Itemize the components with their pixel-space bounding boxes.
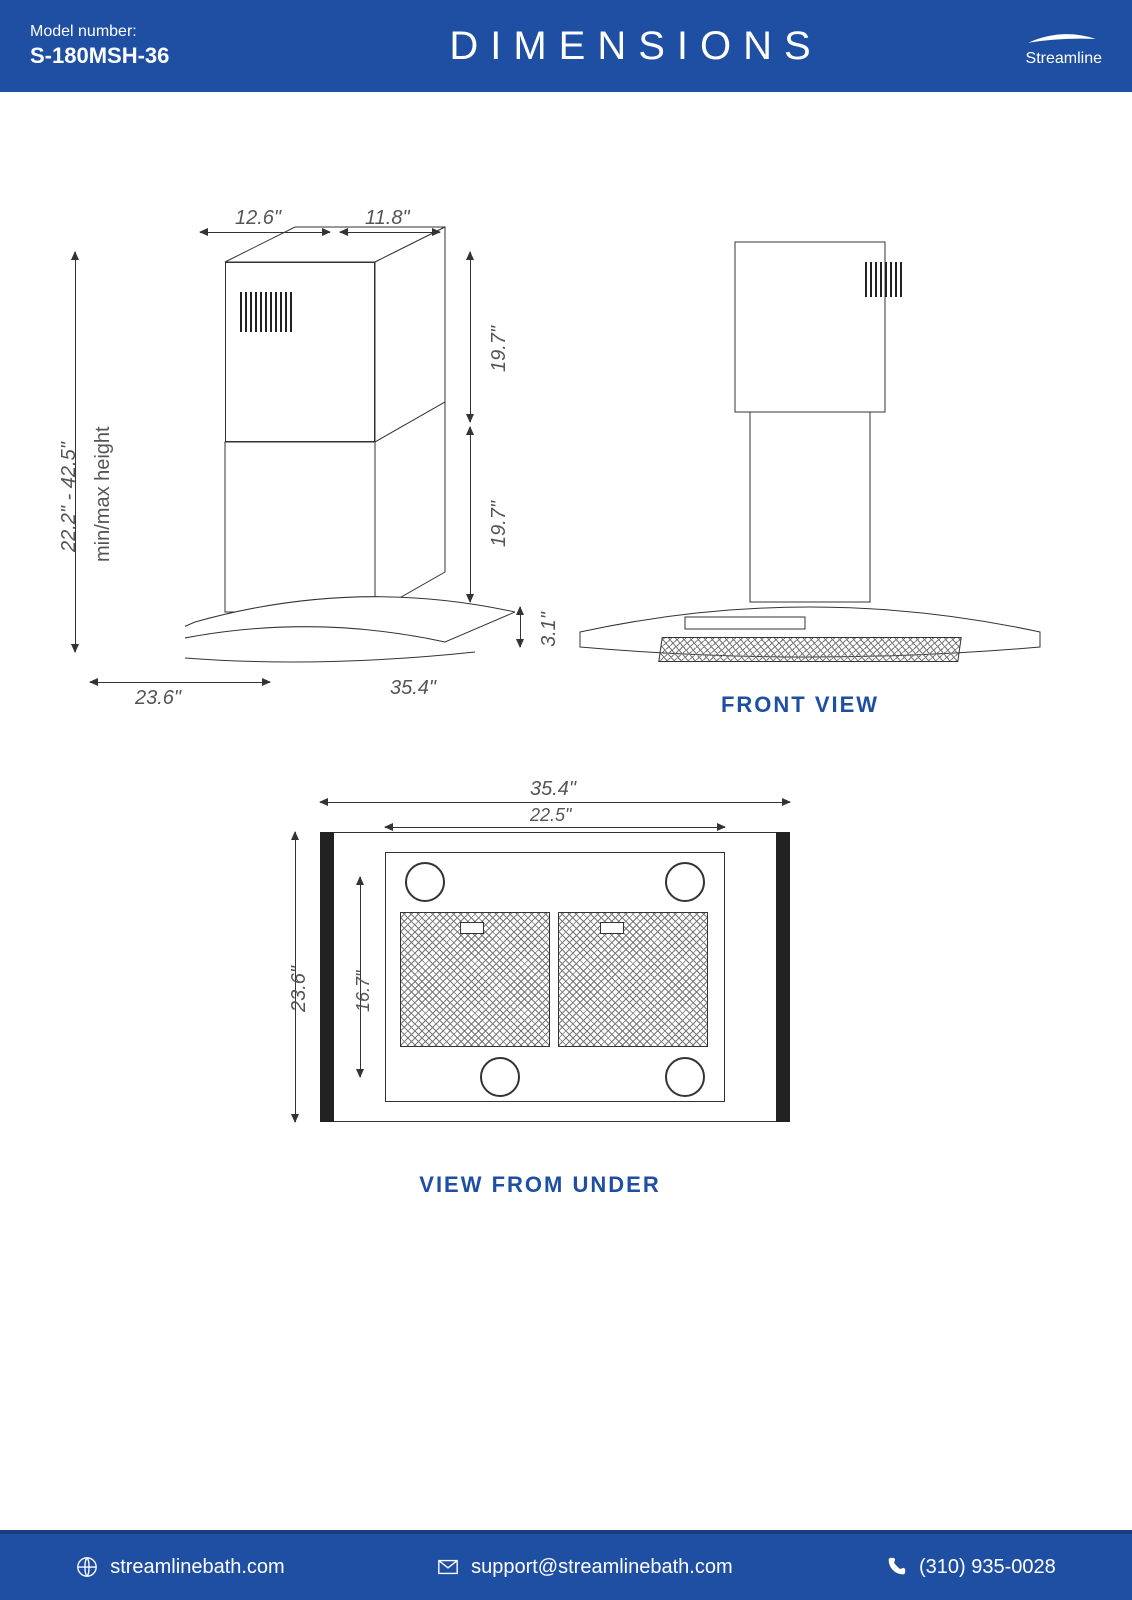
dim-under-inner-d: 16.7" [353,971,374,1012]
side-view-drawing [185,212,515,672]
dim-overall-sub: min/max height [92,426,115,562]
model-number: S-180MSH-36 [30,43,310,69]
diagram-content: 12.6" 11.8" 19.7" 19.7" 3.1" 22.2" - 42.… [0,92,1132,1530]
model-block: Model number: S-180MSH-36 [30,23,310,69]
header-bar: Model number: S-180MSH-36 DIMENSIONS Str… [0,0,1132,92]
footer-email: support@streamlinebath.com [437,1556,733,1579]
dim-upper-h: 19.7" [488,326,511,372]
footer-phone-text: (310) 935-0028 [919,1556,1056,1579]
globe-icon [76,1556,98,1578]
brand-block: Streamline [962,24,1102,68]
mail-icon [437,1556,459,1578]
dim-lower-h: 19.7" [488,501,511,547]
dim-overall-h: 22.2" - 42.5" [58,442,81,552]
dim-depth: 23.6" [135,687,181,710]
footer-website: streamlinebath.com [76,1556,285,1579]
page-title: DIMENSIONS [310,24,962,69]
dim-under-outer-w: 35.4" [530,778,576,801]
dim-width: 35.4" [390,677,436,700]
dim-base-h: 3.1" [538,612,561,647]
footer-bar: streamlinebath.com support@streamlinebat… [0,1530,1132,1600]
front-view-drawing [570,232,1050,672]
model-label: Model number: [30,23,310,41]
under-view-label: VIEW FROM UNDER [240,1172,840,1198]
footer-email-text: support@streamlinebath.com [471,1556,733,1579]
dim-under-outer-d: 23.6" [288,966,311,1012]
footer-phone: (310) 935-0028 [885,1556,1056,1579]
phone-icon [885,1556,907,1578]
brand-name: Streamline [962,50,1102,68]
front-view-label: FRONT VIEW [600,692,1000,718]
dim-top-right: 11.8" [365,207,410,230]
dim-top-left: 12.6" [235,207,281,230]
footer-website-text: streamlinebath.com [110,1556,285,1579]
dim-under-inner-w: 22.5" [530,805,571,826]
